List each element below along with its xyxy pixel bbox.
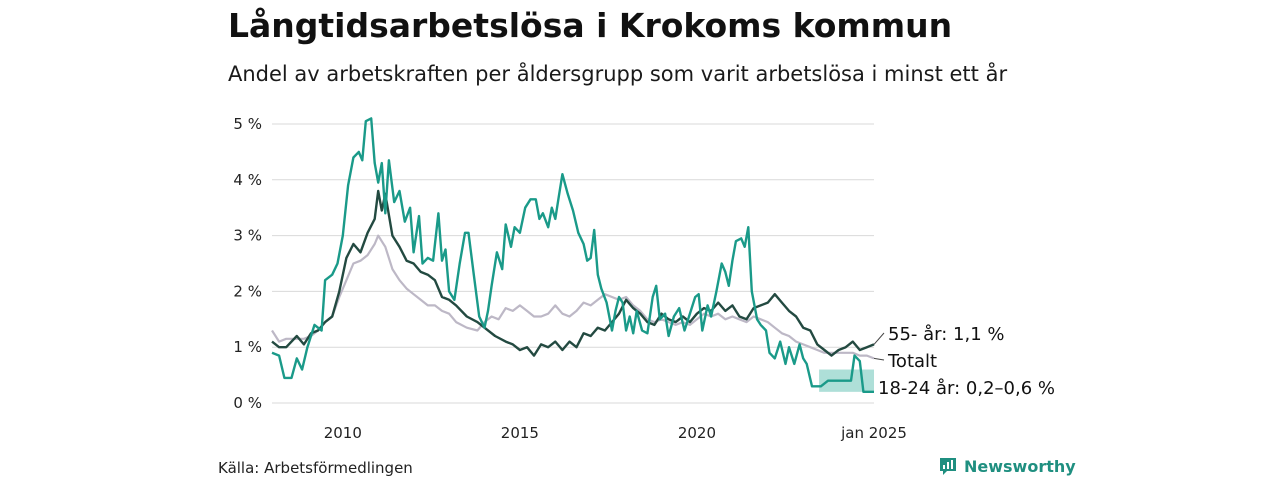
y-tick-label: 4 % <box>233 171 262 189</box>
series-line-total <box>271 234 875 360</box>
y-tick-label: 5 % <box>233 115 262 133</box>
series-line-18-24 <box>271 117 874 393</box>
y-tick-label: 3 % <box>233 227 262 245</box>
y-tick-label: 0 % <box>233 394 262 412</box>
series-line-55 <box>271 189 875 357</box>
brand[interactable]: Newsworthy <box>938 456 1076 476</box>
end-label-total: Totalt <box>887 351 937 372</box>
series-lines <box>271 117 875 393</box>
end-label-55: 55- år: 1,1 % <box>888 324 1004 345</box>
brand-name: Newsworthy <box>964 456 1076 476</box>
newsworthy-logo-icon <box>940 458 956 475</box>
x-axis: 2010 2015 2020 jan 2025 <box>324 424 907 442</box>
x-tick-label: 2010 <box>324 424 362 442</box>
x-tick-label: 2020 <box>678 424 716 442</box>
source-note: Källa: Arbetsförmedlingen <box>218 459 413 477</box>
y-axis: 0 % 1 % 2 % 3 % 4 % 5 % <box>233 115 262 412</box>
y-tick-label: 2 % <box>233 282 262 300</box>
chart-title: Långtidsarbetslösa i Krokoms kommun <box>228 6 953 45</box>
end-label-18-24: 18-24 år: 0,2–0,6 % <box>878 378 1055 399</box>
chart-subtitle: Andel av arbetskraften per åldersgrupp s… <box>228 62 1008 86</box>
x-tick-label: jan 2025 <box>840 424 907 442</box>
leader-line <box>873 332 885 345</box>
leader-line <box>873 357 885 361</box>
x-tick-label: 2015 <box>501 424 539 442</box>
y-tick-label: 1 % <box>233 338 262 356</box>
series-end-labels: 55- år: 1,1 % Totalt 18-24 år: 0,2–0,6 % <box>873 324 1055 399</box>
